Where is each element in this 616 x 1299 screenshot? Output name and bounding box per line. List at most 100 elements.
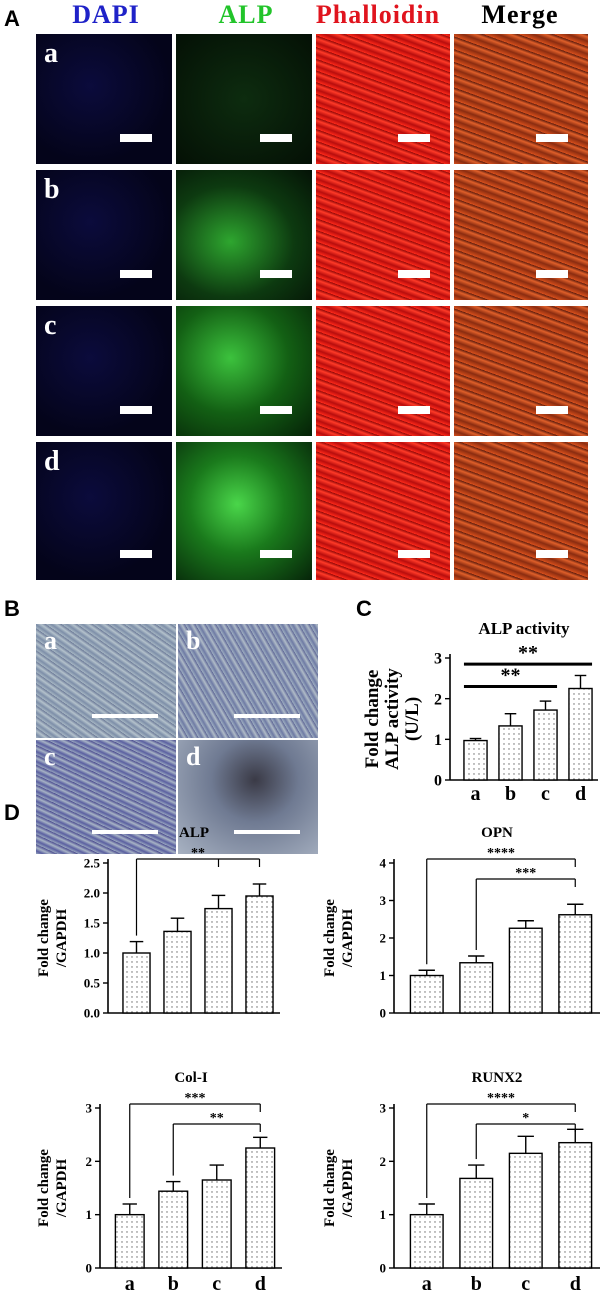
micrograph-tile	[454, 306, 588, 436]
row-label: c	[44, 310, 57, 341]
chart-title: ALP	[179, 825, 209, 841]
chart-title: OPN	[481, 825, 513, 841]
header-merge: Merge	[481, 0, 559, 29]
y-axis-label: Fold change	[36, 899, 52, 977]
micrograph-tile	[176, 306, 312, 436]
y-tick-label: 0.5	[84, 976, 101, 991]
bar-b	[459, 962, 494, 1014]
x-tick-label: b	[471, 1273, 482, 1295]
significance-label: *	[522, 1111, 529, 1126]
scale-bar	[398, 134, 430, 142]
micrograph-tile	[316, 34, 450, 164]
significance-label: ***	[515, 866, 536, 881]
bar-a	[409, 974, 444, 1014]
micrograph-tile	[176, 170, 312, 300]
y-tick-label: 3	[380, 1101, 387, 1116]
bar-d	[558, 1141, 593, 1269]
y-tick-label: 2	[380, 931, 387, 946]
scale-bar	[536, 550, 568, 558]
stain-tile: b	[178, 624, 318, 738]
y-axis-label: /GAPDH	[340, 909, 356, 969]
header-phalloidin: Phalloidin	[315, 0, 441, 29]
micrograph-tile: d	[36, 442, 172, 580]
scale-bar	[398, 406, 430, 414]
y-axis-label: /GAPDH	[340, 1159, 356, 1219]
scale-bar	[234, 714, 300, 718]
scale-bar	[536, 134, 568, 142]
y-tick-label: 3	[434, 651, 442, 668]
y-axis-label: /GAPDH	[54, 909, 70, 969]
tile-label: b	[186, 626, 201, 655]
chart-d-opn: OPN Fold change/GAPDH 0 1 2 3 4 *******	[322, 825, 600, 1021]
panel-label-c: C	[356, 596, 372, 621]
y-tick-label: 0	[434, 773, 442, 790]
y-axis-label: Fold change	[36, 1149, 52, 1227]
bar-a	[463, 739, 488, 781]
y-axis-label: Fold change	[362, 670, 383, 769]
x-tick-label: c	[541, 783, 550, 800]
bar-c	[533, 709, 558, 781]
y-tick-label: 1	[434, 732, 442, 749]
bar-c	[508, 927, 543, 1014]
y-tick-label: 2	[434, 691, 442, 708]
micrograph-tile: c	[36, 306, 172, 436]
panel-label-b: B	[4, 596, 20, 621]
y-tick-label: 2.0	[84, 886, 100, 901]
y-tick-label: 0.0	[84, 1006, 100, 1021]
x-tick-label: a	[471, 783, 481, 800]
stain-tile: a	[36, 624, 176, 738]
tile-label: d	[186, 742, 201, 771]
significance-label: **	[191, 846, 205, 861]
scale-bar	[260, 406, 292, 414]
scale-bar	[536, 270, 568, 278]
significance-label: **	[518, 642, 538, 664]
header-dapi: DAPI	[72, 0, 140, 29]
row-label: b	[44, 174, 60, 205]
y-tick-label: 2	[86, 1154, 93, 1169]
tile-label: c	[44, 742, 56, 771]
x-tick-label: b	[168, 1273, 179, 1295]
scale-bar	[536, 406, 568, 414]
significance-label: ****	[487, 1091, 515, 1106]
bar-a	[409, 1213, 444, 1269]
y-tick-label: 1.0	[84, 946, 100, 961]
scale-bar	[398, 550, 430, 558]
y-tick-label: 1.5	[84, 916, 101, 931]
y-axis-label: Fold change	[322, 899, 338, 977]
y-tick-label: 0	[86, 1261, 93, 1276]
micrograph-tile	[454, 442, 588, 580]
y-axis-label: ALP activity	[382, 668, 403, 770]
x-tick-label: a	[422, 1273, 432, 1295]
panel-label-d: D	[4, 800, 20, 825]
y-tick-label: 2.5	[84, 856, 101, 871]
significance-label: ****	[487, 846, 515, 861]
scale-bar	[398, 270, 430, 278]
micrograph-tile	[316, 442, 450, 580]
y-tick-label: 1	[380, 968, 387, 983]
bar-b	[459, 1177, 494, 1269]
bar-d	[558, 914, 593, 1014]
bar-b	[158, 1190, 189, 1269]
bar-d	[245, 1147, 276, 1269]
bar-c	[204, 907, 233, 1014]
micrograph-tile: b	[36, 170, 172, 300]
micrograph-tile	[176, 34, 312, 164]
chart-title: RUNX2	[472, 1070, 523, 1086]
x-tick-label: d	[575, 783, 586, 800]
micrograph-tile: a	[36, 34, 172, 164]
scale-bar	[92, 830, 158, 834]
x-tick-label: c	[521, 1273, 530, 1295]
bar-c	[508, 1152, 543, 1269]
scale-bar	[92, 714, 158, 718]
scale-bar	[234, 830, 300, 834]
bar-a	[122, 952, 151, 1014]
significance-label: **	[501, 664, 521, 686]
micrograph-tile	[454, 34, 588, 164]
bar-b	[163, 930, 192, 1014]
y-tick-label: 4	[380, 856, 387, 871]
y-tick-label: 3	[86, 1101, 93, 1116]
scale-bar	[260, 134, 292, 142]
stain-tile: c	[36, 740, 176, 854]
bar-c	[201, 1179, 232, 1269]
